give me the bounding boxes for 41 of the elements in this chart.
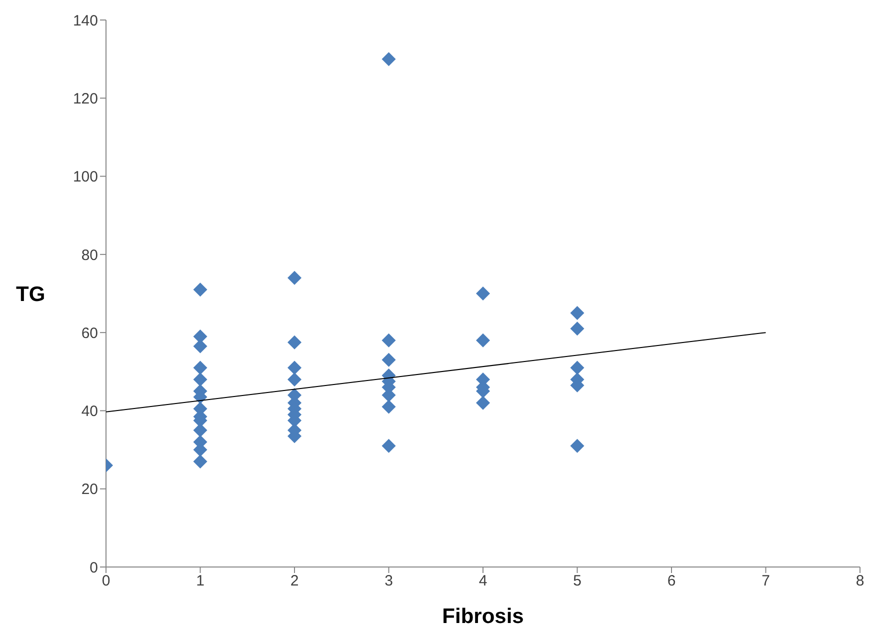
point <box>288 360 302 375</box>
point <box>570 360 584 375</box>
x-axis-title: Fibrosis <box>442 605 524 628</box>
point <box>288 335 302 350</box>
y-tick-label: 0 <box>90 559 98 576</box>
point <box>570 438 584 453</box>
y-tick-label: 140 <box>72 12 98 30</box>
x-tick-label: 2 <box>290 572 299 590</box>
x-tick-label: 1 <box>196 572 204 590</box>
point <box>193 360 208 375</box>
y-tick-label: 20 <box>81 481 98 498</box>
x-tick-label: 3 <box>384 572 393 590</box>
point <box>288 270 302 285</box>
y-tick-label: 100 <box>72 168 98 186</box>
point <box>476 333 490 348</box>
point <box>382 438 396 453</box>
x-tick-label: 5 <box>573 572 582 590</box>
point <box>193 372 208 386</box>
point <box>193 423 208 438</box>
point <box>476 396 490 410</box>
point <box>382 352 396 367</box>
point <box>382 52 396 66</box>
point <box>193 282 208 297</box>
x-tick-label: 4 <box>478 572 488 590</box>
y-tick-label: 120 <box>72 90 98 108</box>
point <box>570 306 584 320</box>
y-tick-label: 80 <box>81 246 98 264</box>
y-tick-label: 40 <box>81 403 98 420</box>
point <box>288 372 302 386</box>
point <box>193 454 208 469</box>
point <box>570 322 584 336</box>
x-tick-label: 6 <box>667 572 676 590</box>
y-axis-title: TG <box>16 282 46 306</box>
point <box>193 339 208 354</box>
y-tick-label: 60 <box>81 324 98 342</box>
x-tick-label: 8 <box>856 572 864 590</box>
x-tick-label: 0 <box>102 572 110 590</box>
point <box>382 400 396 414</box>
point <box>382 333 396 348</box>
point <box>476 286 490 300</box>
x-tick-label: 7 <box>762 572 770 590</box>
